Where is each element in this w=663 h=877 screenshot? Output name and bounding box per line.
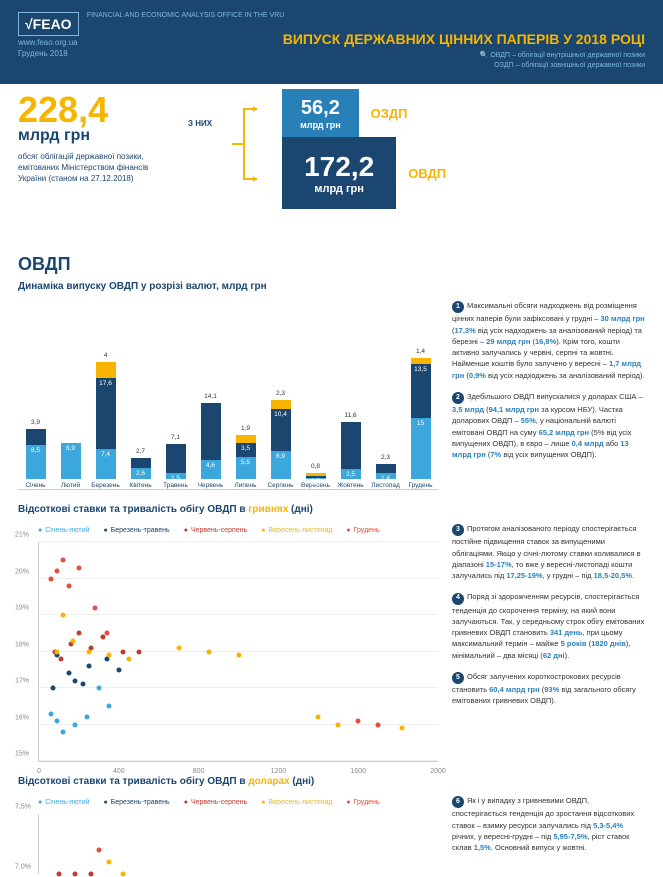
scatter-point — [106, 653, 111, 658]
scatter-point — [356, 718, 361, 723]
scatter-title-usd: Відсоткові ставки та тривалість обігу ОВ… — [18, 776, 645, 787]
scatter-point — [66, 671, 71, 676]
hero-split-label: З НИХ — [188, 119, 212, 128]
scatter-point — [48, 711, 53, 716]
scatter-point — [176, 645, 181, 650]
note-item: 4Поряд зі здорожченням ресурсів, спостер… — [452, 591, 645, 661]
bracket-icon — [232, 99, 262, 192]
bar-group: 2,62,7Квітень — [125, 458, 156, 489]
scatter-point — [60, 558, 65, 563]
note-item: 5Обсяг залучених короткострокових ресурс… — [452, 671, 645, 707]
scatter-point — [50, 686, 55, 691]
scatter-point — [76, 631, 81, 636]
scatter2-legend: Січень-лютий Березень-травень Червень-серп… — [38, 799, 438, 806]
legend-item: Вересень-листопад — [261, 799, 332, 806]
bar-group: 8,53,9Січень — [20, 429, 51, 489]
scatter-point — [56, 872, 61, 877]
scatter-point — [76, 565, 81, 570]
legend-item: Січень-лютий — [38, 527, 89, 534]
scatter-point — [88, 872, 93, 877]
bar-group: 1,57,1Травень — [160, 444, 191, 489]
legend-item: Грудень — [346, 799, 379, 806]
bar-chart: 8,53,9Січень8,9Лютий7,417,64Березень2,62… — [18, 300, 438, 490]
scatter-point — [96, 686, 101, 691]
scatter-point — [72, 722, 77, 727]
scatter-point — [86, 649, 91, 654]
scatter-point — [116, 667, 121, 672]
note-item: 2Здебільшого ОВДП випускалися у доларах … — [452, 391, 645, 461]
legend-item: Грудень — [346, 527, 379, 534]
scatter-point — [316, 715, 321, 720]
scatter-point — [376, 722, 381, 727]
scatter-point — [54, 569, 59, 574]
scatter-point — [400, 726, 405, 731]
scatter-point — [96, 848, 101, 853]
ozdp-box: 56,2млрд грн — [282, 89, 359, 138]
scatter-chart-uah: 15%16%17%18%19%20%21%0400800120016002000 — [38, 542, 438, 762]
logo-text: √FEAO — [18, 12, 79, 36]
ovdp-label: ОВДП — [408, 166, 446, 181]
scatter-point — [58, 656, 63, 661]
scatter-point — [106, 860, 111, 865]
scatter-point — [126, 656, 131, 661]
bar-group: 8,9Лютий — [55, 443, 86, 489]
scatter-point — [120, 872, 125, 877]
ozdp-label: ОЗДП — [371, 106, 408, 121]
scatter-point — [136, 649, 141, 654]
hero-row: 228,4 млрд грн обсяг облігацій державної… — [18, 89, 645, 209]
bar-group: 0,30,50,8Вересень — [300, 473, 331, 489]
scatter-point — [80, 682, 85, 687]
legend-item: Січень-лютий — [38, 799, 89, 806]
hero-big-number: 228,4 — [18, 89, 168, 131]
scatter-point — [60, 729, 65, 734]
scatter-chart-usd: 7,5% 7,0% — [38, 814, 438, 874]
header-block: √FEAO FINANCIAL AND ECONOMIC ANALYSIS OF… — [0, 0, 663, 240]
note-item: 1Максимальні обсяги надходжень від розмі… — [452, 300, 645, 381]
logo-subtitle: FINANCIAL AND ECONOMIC ANALYSIS OFFICE I… — [87, 12, 284, 20]
scatter-point — [60, 613, 65, 618]
scatter-point — [236, 653, 241, 658]
notes-column-1: 1Максимальні обсяги надходжень від розмі… — [452, 300, 645, 490]
scatter-point — [92, 605, 97, 610]
bar-group: 5,53,51,9Липень — [230, 435, 261, 489]
scatter-point — [206, 649, 211, 654]
notes-column-2: 3Протягом аналізованого періоду спостері… — [452, 523, 645, 762]
scatter-point — [72, 872, 77, 877]
legend-item: Березень-травень — [103, 527, 169, 534]
legend-item: Березень-травень — [103, 799, 169, 806]
legend-item: Вересень-листопад — [261, 527, 332, 534]
bar-group: 2,511,6Жовтень — [335, 422, 366, 489]
legend-item: Червень-серпень — [184, 527, 248, 534]
note-item: 6Як і у випадку з гривневими ОВДП, спост… — [452, 795, 645, 853]
ovdp-box: 172,2млрд грн — [282, 137, 396, 209]
bar-chart-title: Динаміка випуску ОВДП у розрізі валют, м… — [18, 281, 645, 292]
note-item: 3Протягом аналізованого періоду спостері… — [452, 523, 645, 581]
scatter-point — [86, 664, 91, 669]
bar-group: 1513,51,4Грудень — [405, 358, 436, 489]
scatter-point — [54, 718, 59, 723]
scatter-point — [66, 583, 71, 588]
scatter-point — [84, 715, 89, 720]
scatter-legend: Січень-лютий Березень-травень Червень-серп… — [38, 527, 438, 534]
notes-column-3: 6Як і у випадку з гривневими ОВДП, спост… — [452, 795, 645, 874]
scatter-point — [70, 638, 75, 643]
scatter-title-uah: Відсоткові ставки та тривалість обігу ОВ… — [18, 504, 645, 515]
header-definitions: 🔍 ОВДП – облігації внутрішньої державної… — [18, 51, 645, 71]
scatter-point — [336, 722, 341, 727]
bar-group: 7,417,64Березень — [90, 362, 121, 489]
scatter-point — [106, 704, 111, 709]
scatter-point — [54, 649, 59, 654]
hero-description: обсяг облігацій державної позики, емітов… — [18, 151, 168, 185]
bar-group: 6,910,42,3Серпень — [265, 400, 296, 489]
scatter-point — [72, 678, 77, 683]
scatter-point — [120, 649, 125, 654]
bar-group: 1,42,3Листопад — [370, 464, 401, 489]
legend-item: Червень-серпень — [184, 799, 248, 806]
scatter-point — [49, 576, 54, 581]
bar-group: 4,614,1Червень — [195, 403, 226, 489]
scatter-point — [104, 631, 109, 636]
section-title-ovdp: ОВДП — [18, 254, 645, 275]
